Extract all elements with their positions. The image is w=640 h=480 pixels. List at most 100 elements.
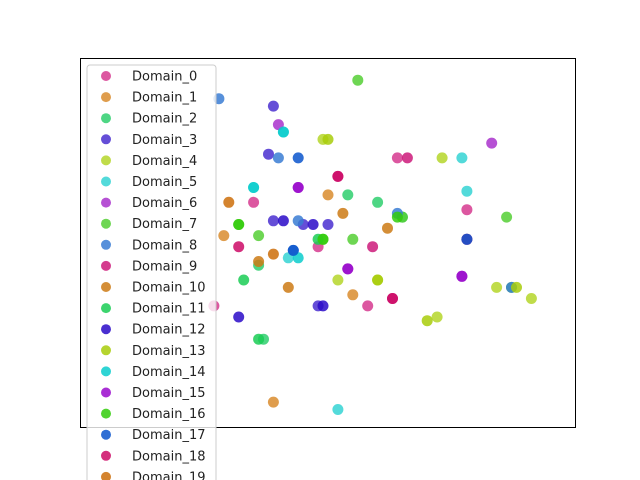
point-domain-6-3	[486, 137, 498, 149]
point-domain-14-2	[277, 126, 289, 138]
point-domain-3-0	[263, 148, 274, 160]
point-domain-17-0	[287, 244, 299, 256]
point-domain-18-1	[233, 241, 245, 253]
legend-label-19: Domain_19	[132, 470, 206, 480]
point-domain-9-1	[367, 241, 379, 253]
point-domain-12-0	[277, 215, 289, 227]
point-domain-10-2	[337, 207, 349, 219]
point-domain-12-3	[233, 311, 245, 323]
point-domain-8-1	[292, 215, 304, 227]
legend-marker-11	[101, 303, 111, 314]
point-domain-13-1	[372, 274, 384, 286]
point-domain-7-7	[352, 74, 364, 86]
point-domain-1-2	[347, 289, 359, 301]
legend-label-11: Domain_11	[132, 302, 206, 317]
point-domain-7-1	[253, 230, 265, 242]
point-domain-16-2	[233, 219, 245, 230]
legend-label-10: Domain_10	[132, 281, 206, 296]
legend-marker-4	[101, 155, 111, 166]
legend-marker-17	[101, 429, 111, 440]
point-domain-13-2	[421, 315, 433, 327]
point-domain-17-1	[292, 152, 304, 164]
point-domain-19-0	[267, 248, 279, 260]
points-layer	[208, 74, 537, 415]
legend-marker-16	[101, 408, 111, 419]
point-domain-0-4	[391, 152, 403, 164]
point-domain-4-4	[491, 281, 503, 293]
point-domain-3-1	[267, 215, 279, 227]
legend-frame	[86, 64, 217, 480]
legend-label-2: Domain_2	[132, 112, 197, 127]
legend-label-1: Domain_1	[132, 91, 197, 106]
point-domain-15-0	[342, 263, 354, 275]
point-domain-4-1	[332, 274, 344, 286]
point-domain-4-3	[436, 152, 448, 164]
legend-label-3: Domain_3	[132, 133, 197, 148]
point-domain-16-1	[391, 211, 403, 223]
legend-label-18: Domain_18	[132, 449, 206, 464]
point-domain-10-3	[382, 222, 393, 234]
point-domain-0-5	[461, 204, 473, 216]
point-domain-5-2	[456, 152, 468, 164]
legend-label-5: Domain_5	[132, 175, 197, 190]
legend-marker-15	[101, 387, 111, 398]
point-domain-13-0	[322, 133, 334, 145]
point-domain-13-3	[511, 281, 522, 293]
point-domain-3-3	[322, 219, 334, 230]
point-domain-10-0	[253, 256, 265, 267]
legend-marker-8	[101, 239, 111, 250]
point-domain-4-6	[431, 311, 443, 323]
point-domain-0-3	[362, 300, 374, 312]
legend-label-17: Domain_17	[132, 428, 206, 443]
point-domain-15-1	[456, 270, 468, 282]
legend-marker-10	[101, 282, 111, 292]
point-domain-11-0	[238, 274, 250, 286]
legend-marker-12	[101, 324, 111, 335]
point-domain-18-2	[332, 170, 344, 182]
point-domain-15-2	[292, 182, 304, 193]
point-domain-1-0	[218, 230, 230, 242]
legend-marker-13	[101, 345, 111, 356]
legend-marker-0	[101, 71, 111, 81]
point-domain-3-5	[267, 100, 279, 112]
legend-marker-5	[101, 176, 111, 187]
legend-label-13: Domain_13	[132, 344, 206, 359]
point-domain-7-5	[501, 211, 513, 223]
point-domain-10-1	[282, 281, 294, 293]
legend-label-0: Domain_0	[132, 70, 197, 85]
legend-label-16: Domain_16	[132, 407, 206, 422]
legend-label-15: Domain_15	[132, 386, 206, 401]
legend-label-12: Domain_12	[132, 323, 206, 338]
point-domain-17-2	[461, 233, 473, 245]
legend-marker-9	[101, 260, 111, 271]
point-domain-0-1	[248, 196, 260, 208]
point-domain-11-1	[253, 333, 265, 345]
legend-marker-7	[101, 218, 111, 229]
point-domain-1-3	[267, 396, 279, 408]
point-domain-12-1	[307, 219, 319, 230]
point-domain-2-1	[372, 196, 384, 208]
point-domain-5-4	[332, 404, 344, 415]
point-domain-1-1	[322, 189, 334, 201]
point-domain-5-3	[461, 185, 473, 197]
point-domain-18-0	[387, 293, 398, 304]
legend-marker-19	[101, 471, 111, 480]
point-domain-4-5	[525, 293, 537, 304]
legend-label-9: Domain_9	[132, 259, 197, 274]
legend-marker-14	[101, 366, 111, 377]
legend-marker-6	[101, 197, 111, 208]
point-domain-9-4	[401, 152, 413, 164]
legend-label-8: Domain_8	[132, 238, 197, 253]
legend-marker-3	[101, 134, 111, 145]
legend-label-7: Domain_7	[132, 217, 197, 232]
point-domain-2-3	[342, 189, 354, 201]
legend-marker-2	[101, 113, 111, 124]
point-domain-16-0	[317, 233, 329, 245]
legend: Domain_0 Domain_1 Domain_2 Domain_3 Domain_4…	[86, 64, 217, 480]
legend-marker-18	[101, 450, 111, 461]
point-domain-14-1	[248, 182, 260, 193]
legend-label-4: Domain_4	[132, 154, 197, 169]
legend-label-14: Domain_14	[132, 365, 206, 380]
point-domain-19-1	[223, 196, 235, 208]
